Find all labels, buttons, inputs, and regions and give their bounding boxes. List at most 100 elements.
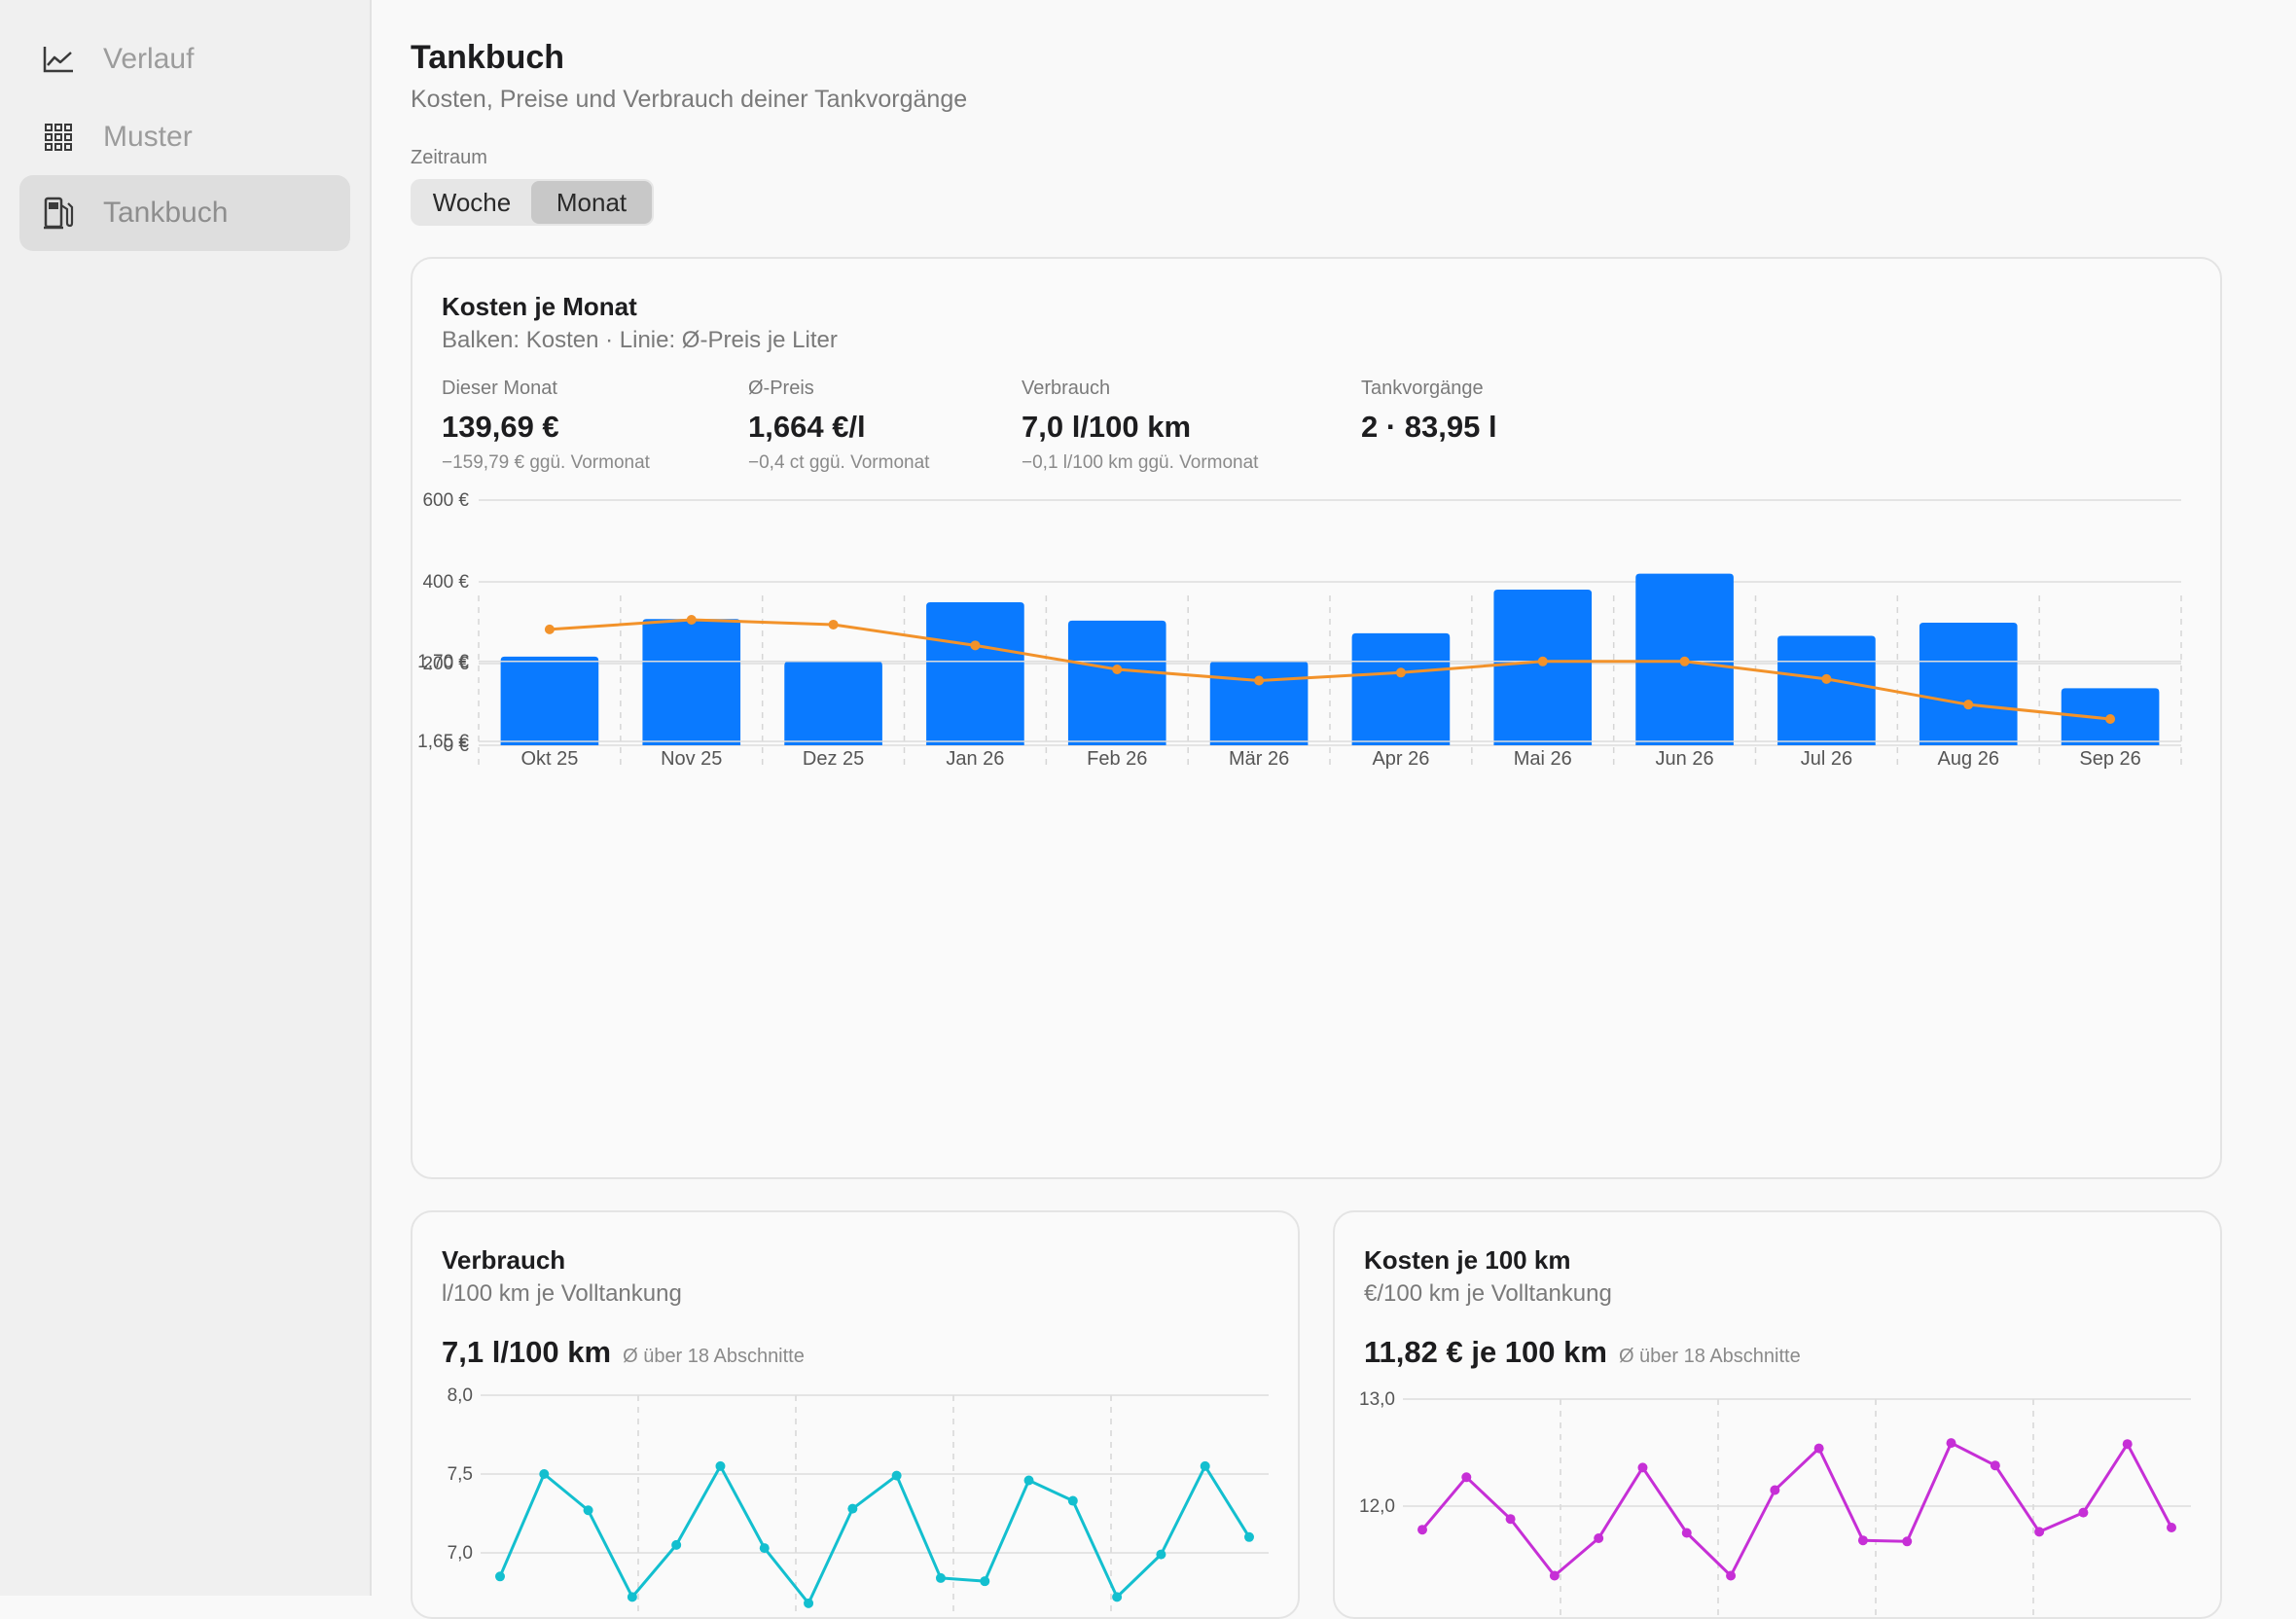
range-option-woche[interactable]: Woche [432, 187, 512, 217]
series-point [671, 1539, 682, 1550]
kpi-delta: −159,79 € ggü. Vormonat [442, 452, 650, 473]
series-point [1902, 1536, 1913, 1547]
bar [500, 656, 599, 745]
kpi-this-month: Dieser Monat 139,69 € −159,79 € ggü. Vor… [442, 378, 650, 474]
kpi-label: Verbrauch [1022, 378, 1111, 399]
series-point [1023, 1475, 1034, 1486]
series-point [1417, 1525, 1427, 1535]
bar [1777, 635, 1876, 745]
x-tick-label: Jun 26 [1656, 748, 1714, 770]
kpi-label: Dieser Monat [442, 378, 557, 399]
series-point [1594, 1533, 1604, 1543]
series-point [1813, 1443, 1824, 1454]
series-point [935, 1572, 946, 1583]
page-subtitle: Kosten, Preise und Verbrauch deiner Tank… [411, 86, 968, 113]
price-point [1821, 673, 1832, 684]
kpi-value: 7,0 l/100 km [1022, 410, 1192, 444]
price-point [544, 624, 555, 634]
series-point [1770, 1485, 1780, 1495]
price-point [1254, 675, 1265, 686]
kpi-value: 139,69 € [442, 410, 559, 444]
y-tick-label: 1,65 € [417, 732, 469, 752]
sidebar-item-muster[interactable]: Muster [19, 99, 350, 175]
consumption-note: Ø über 18 Abschnitte [623, 1346, 805, 1367]
sidebar-item-verlauf[interactable]: Verlauf [19, 21, 350, 97]
kpi-label: Ø-Preis [748, 378, 814, 399]
card-title: Verbrauch [442, 1245, 566, 1275]
series-point [2122, 1439, 2133, 1450]
y-tick-label: 1,70 € [417, 652, 469, 672]
x-tick-label: Apr 26 [1372, 748, 1429, 770]
consumption-average: 7,1 l/100 km Ø über 18 Abschnitte [442, 1335, 805, 1370]
cost-per-100km-card: Kosten je 100 km €/100 km je Volltankung… [1333, 1210, 2222, 1619]
x-tick-label: Nov 25 [661, 748, 722, 770]
series-point [891, 1470, 902, 1481]
x-tick-label: Feb 26 [1087, 748, 1147, 770]
series-point [1156, 1549, 1166, 1560]
y-tick-label: 7,0 [448, 1543, 473, 1564]
sidebar-item-label: Muster [103, 121, 193, 153]
fuel-pump-icon [41, 196, 76, 231]
y-tick-label: 13,0 [1359, 1389, 1395, 1410]
kpi-value: 2 · 83,95 l [1361, 410, 1497, 444]
price-point [1395, 667, 1406, 678]
price-line [549, 618, 2111, 721]
sidebar-item-label: Tankbuch [103, 197, 229, 229]
x-tick-label: Dez 25 [803, 748, 864, 770]
card-title: Kosten je Monat [442, 292, 637, 321]
series-point [539, 1469, 550, 1479]
series-point [1857, 1535, 1868, 1546]
series-line [498, 1464, 1251, 1605]
range-option-monat[interactable]: Monat [531, 181, 652, 224]
kpi-delta: −0,1 l/100 km ggü. Vormonat [1022, 452, 1259, 473]
series-point [2167, 1523, 2176, 1532]
y-tick-label: 0 € [444, 736, 470, 756]
x-tick-label: Jul 26 [1801, 748, 1852, 770]
price-point [2105, 713, 2116, 724]
y-tick-label: 600 € [422, 490, 469, 511]
cost100-value: 11,82 € je 100 km [1364, 1335, 1607, 1369]
cost100-average: 11,82 € je 100 km Ø über 18 Abschnitte [1364, 1335, 1801, 1370]
y-tick-label: 12,0 [1359, 1496, 1395, 1517]
y-tick-label: 7,5 [448, 1464, 473, 1485]
series-point [627, 1592, 637, 1602]
bar [642, 619, 741, 745]
series-point [495, 1571, 505, 1582]
series-point [980, 1576, 990, 1587]
y-tick-label: 8,0 [448, 1385, 473, 1406]
grid-icon [41, 120, 76, 155]
main-content: Tankbuch Kosten, Preise und Verbrauch de… [370, 0, 2296, 1619]
price-point [1112, 665, 1123, 674]
sidebar: Verlauf Muster Tankbuch [0, 0, 372, 1596]
series-point [1244, 1531, 1254, 1542]
monthly-costs-card: Kosten je Monat Balken: Kosten · Linie: … [411, 257, 2222, 1179]
x-tick-label: Jan 26 [946, 748, 1004, 770]
price-point [1963, 700, 1974, 710]
series-point [1067, 1495, 1078, 1506]
sidebar-item-tankbuch[interactable]: Tankbuch [19, 175, 350, 251]
series-point [1505, 1514, 1516, 1525]
x-tick-label: Aug 26 [1938, 748, 1999, 770]
x-tick-label: Okt 25 [520, 748, 578, 770]
x-tick-label: Mai 26 [1514, 748, 1572, 770]
y-tick-label: 200 € [422, 654, 469, 674]
y-tick-label: 400 € [422, 572, 469, 593]
bar [1351, 632, 1451, 745]
bar [784, 661, 882, 745]
series-point [583, 1505, 593, 1516]
card-subtitle: €/100 km je Volltankung [1364, 1280, 1612, 1307]
page-title: Tankbuch [411, 39, 565, 76]
series-point [1681, 1528, 1692, 1538]
bar [926, 602, 1024, 745]
series-point [1549, 1570, 1560, 1581]
series-point [2078, 1507, 2089, 1518]
bar [1209, 661, 1309, 745]
consumption-card: Verbrauch l/100 km je Volltankung 7,1 l/… [411, 1210, 1300, 1619]
series-point [1461, 1472, 1472, 1483]
card-title: Kosten je 100 km [1364, 1245, 1571, 1275]
cost100-note: Ø über 18 Abschnitte [1618, 1346, 1801, 1367]
kpi-refuels: Tankvorgänge 2 · 83,95 l [1361, 378, 1497, 445]
range-label: Zeitraum [411, 147, 487, 168]
price-point [1537, 656, 1548, 666]
series-point [1637, 1462, 1648, 1473]
